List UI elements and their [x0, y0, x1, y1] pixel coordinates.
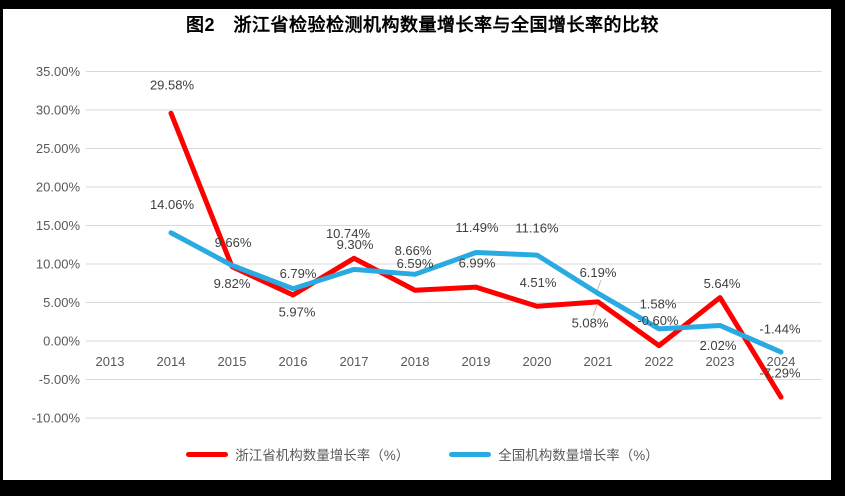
x-axis-tick-label: 2014: [157, 354, 186, 369]
x-axis-tick-label: 2023: [706, 354, 735, 369]
chart-background: [3, 9, 831, 480]
x-axis-tick-label: 2021: [584, 354, 613, 369]
y-axis-tick-label: 15.00%: [36, 218, 81, 233]
x-axis-tick-label: 2020: [523, 354, 552, 369]
data-label-zhejiang-2018: 6.59%: [397, 256, 434, 271]
legend: 浙江省机构数量增长率（%） 全国机构数量增长率（%）: [0, 444, 845, 464]
legend-label-national: 全国机构数量增长率（%）: [498, 448, 659, 463]
data-label-zhejiang-2015: 9.66%: [215, 235, 252, 250]
y-axis-tick-label: 30.00%: [36, 103, 81, 118]
data-label-national-2016: 6.79%: [280, 266, 317, 281]
data-label-zhejiang-2019: 6.99%: [459, 256, 496, 271]
data-label-national-2017: 9.30%: [337, 237, 374, 252]
data-label-national-2019: 11.49%: [455, 220, 499, 235]
data-label-national-2020: 11.16%: [515, 221, 559, 236]
x-axis-tick-label: 2013: [96, 354, 125, 369]
y-axis-tick-label: -10.00%: [32, 411, 81, 426]
legend-item-zhejiang: 浙江省机构数量增长率（%）: [186, 444, 409, 464]
y-axis-tick-label: 10.00%: [36, 257, 81, 272]
y-axis-tick-label: 35.00%: [36, 64, 81, 79]
data-label-national-2024: -1.44%: [759, 322, 801, 337]
y-axis-tick-label: 0.00%: [43, 334, 80, 349]
data-label-national-2022: 1.58%: [640, 296, 677, 311]
y-axis-tick-label: 5.00%: [43, 295, 80, 310]
x-axis-tick-label: 2022: [645, 354, 674, 369]
y-axis-tick-label: -5.00%: [39, 372, 81, 387]
x-axis-tick-label: 2024: [767, 354, 796, 369]
data-label-national-2021: 6.19%: [580, 265, 617, 280]
data-label-national-2015: 9.82%: [214, 276, 251, 291]
legend-label-zhejiang: 浙江省机构数量增长率（%）: [235, 448, 410, 463]
label-leader-line: [592, 304, 598, 317]
legend-item-national: 全国机构数量增长率（%）: [449, 444, 659, 464]
data-label-zhejiang-2014: 29.58%: [150, 78, 195, 93]
y-axis-tick-label: 25.00%: [36, 141, 81, 156]
legend-swatch-national-blue-line: [449, 451, 492, 457]
legend-swatch-zhejiang-red-line: [186, 451, 229, 457]
data-label-zhejiang-2022: -0.60%: [637, 313, 679, 328]
x-axis-tick-label: 2019: [462, 354, 491, 369]
data-label-zhejiang-2020: 4.51%: [520, 275, 557, 290]
data-label-national-2018: 8.66%: [395, 243, 432, 258]
label-leader-line: [596, 279, 602, 292]
national-series-line: [168, 230, 784, 355]
x-axis-tick-label: 2015: [218, 354, 247, 369]
x-axis-tick-label: 2016: [279, 354, 308, 369]
data-label-zhejiang-2017: 10.74%: [326, 226, 371, 241]
data-label-zhejiang-2016: 5.97%: [279, 305, 316, 320]
x-axis-tick-label: 2017: [340, 354, 369, 369]
x-axis-tick-label: 2018: [401, 354, 430, 369]
data-label-national-2014: 14.06%: [150, 197, 195, 212]
y-axis-tick-label: 20.00%: [36, 180, 81, 195]
data-label-zhejiang-2023: 5.64%: [704, 276, 741, 291]
data-label-zhejiang-2021: 5.08%: [572, 315, 609, 330]
data-label-zhejiang-2024: -7.29%: [759, 366, 801, 381]
data-label-national-2023: 2.02%: [700, 338, 737, 353]
chart-title: 图2 浙江省检验检测机构数量增长率与全国增长率的比较: [185, 15, 659, 35]
